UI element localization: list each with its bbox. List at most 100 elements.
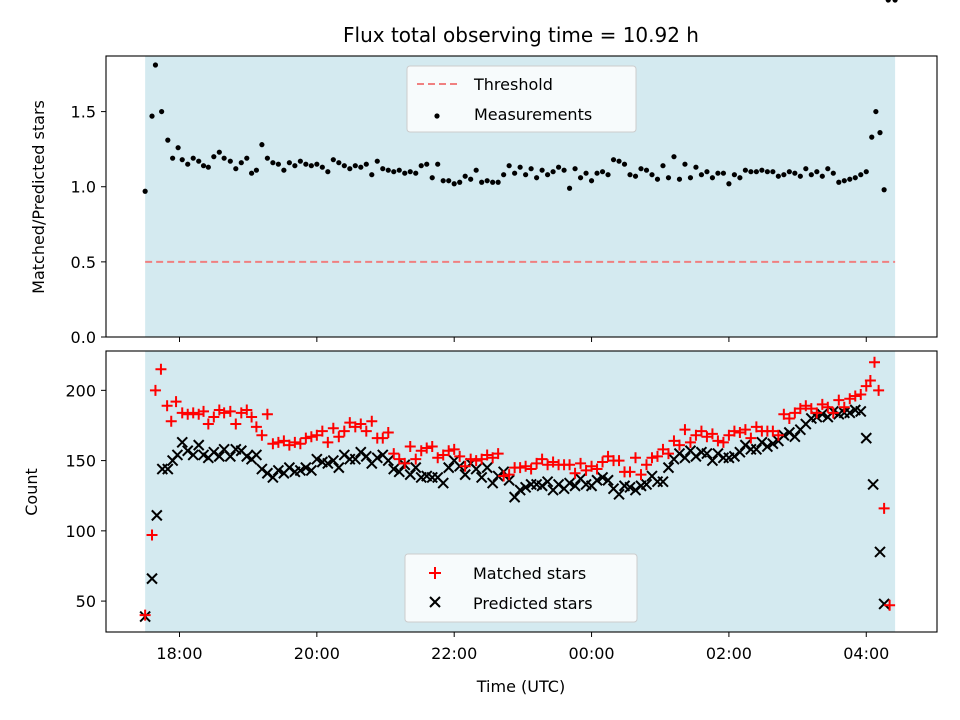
matched-star-point bbox=[182, 408, 194, 420]
measurement-point bbox=[244, 155, 250, 161]
measurement-point bbox=[253, 167, 260, 173]
measurement-point bbox=[748, 169, 754, 175]
predicted-star-point bbox=[437, 477, 449, 489]
predicted-star-point bbox=[193, 439, 205, 451]
matched-star-point bbox=[822, 401, 834, 413]
predicted-star-point bbox=[459, 468, 471, 481]
predicted-star-point bbox=[470, 463, 482, 475]
measurement-point bbox=[385, 167, 391, 173]
matched-star-point bbox=[651, 450, 663, 462]
matched-star-point bbox=[498, 470, 510, 482]
measurement-point bbox=[233, 166, 239, 172]
measurement-point bbox=[781, 172, 787, 178]
matched-legend-label: Matched stars bbox=[473, 564, 586, 583]
measurement-point bbox=[330, 157, 336, 163]
measurement-point bbox=[873, 108, 879, 115]
measurement-point bbox=[770, 169, 776, 175]
matched-star-point bbox=[878, 502, 890, 514]
predicted-star-point bbox=[393, 466, 405, 478]
matched-star-point bbox=[410, 453, 422, 465]
measurement-point bbox=[216, 149, 222, 155]
measurement-point bbox=[797, 173, 803, 179]
measurement-point bbox=[539, 167, 545, 173]
measurement-point bbox=[424, 161, 430, 167]
matched-star-point bbox=[360, 425, 372, 437]
matched-star-point bbox=[294, 438, 306, 450]
predicted-star-point bbox=[816, 408, 829, 420]
measurement-point bbox=[858, 172, 864, 178]
matched-star-point bbox=[884, 599, 896, 611]
measurement-point bbox=[165, 137, 171, 143]
measurement-point bbox=[892, 0, 898, 3]
measurement-point bbox=[841, 178, 847, 184]
matched-star-point bbox=[305, 431, 317, 443]
measurement-point bbox=[726, 181, 732, 187]
matched-star-point bbox=[448, 443, 460, 455]
matched-star-points bbox=[140, 357, 896, 621]
measurement-point bbox=[885, 0, 891, 3]
counts-y-axis-label: Count bbox=[22, 468, 41, 516]
measurement-point bbox=[814, 169, 820, 175]
measurement-point bbox=[825, 166, 831, 172]
matched-star-point bbox=[230, 418, 242, 430]
measurement-point bbox=[462, 173, 468, 179]
measurement-point bbox=[479, 179, 485, 185]
measurement-point bbox=[737, 175, 743, 181]
measurement-point bbox=[836, 179, 842, 185]
ratio-legend: Threshold Measurements bbox=[406, 65, 637, 133]
predicted-star-point bbox=[322, 457, 334, 470]
matched-star-point bbox=[613, 455, 625, 467]
matched-star-point bbox=[241, 404, 253, 416]
measurement-point bbox=[512, 170, 518, 176]
matched-star-point bbox=[717, 436, 729, 448]
matched-star-point bbox=[454, 450, 466, 462]
x-tick-label: 04:00 bbox=[843, 644, 889, 663]
measurement-point bbox=[308, 163, 314, 169]
matched-star-point bbox=[739, 424, 751, 436]
measurement-point bbox=[830, 170, 836, 176]
counts-panel: 50 100 150 200 18:00 20:00 22:00 00:00 02:00 04:… bbox=[22, 351, 938, 696]
measurement-point bbox=[200, 163, 207, 169]
measurement-point bbox=[599, 169, 606, 175]
matched-legend-swatch bbox=[429, 567, 441, 579]
measurement-point bbox=[440, 178, 446, 184]
measurement-point bbox=[341, 163, 347, 169]
measurement-point bbox=[528, 166, 534, 172]
measurement-point bbox=[621, 161, 628, 167]
measurement-point bbox=[185, 161, 191, 167]
matched-star-point bbox=[165, 415, 177, 427]
measurement-point bbox=[396, 167, 402, 173]
predicted-star-point bbox=[844, 407, 856, 419]
matched-star-point bbox=[421, 442, 433, 454]
measurement-point bbox=[566, 185, 573, 191]
matched-star-point bbox=[355, 418, 367, 430]
predicted-star-point bbox=[162, 463, 174, 475]
measurement-point bbox=[715, 170, 721, 176]
measurement-point bbox=[435, 161, 441, 167]
measurement-point bbox=[803, 166, 809, 172]
matched-star-point bbox=[300, 432, 312, 444]
measurement-point bbox=[402, 170, 408, 176]
x-tick-label: 20:00 bbox=[294, 644, 340, 663]
predicted-star-point bbox=[508, 491, 521, 503]
measurement-point bbox=[517, 164, 523, 170]
counts-legend: Matched stars Predicted stars bbox=[404, 553, 638, 623]
measurement-point bbox=[698, 172, 705, 178]
measurement-point bbox=[484, 178, 490, 184]
matched-star-point bbox=[855, 389, 867, 401]
measurement-point bbox=[555, 164, 562, 170]
measurement-point bbox=[275, 161, 281, 167]
ratio-y-tick-label: 0.5 bbox=[71, 253, 96, 272]
predicted-star-point bbox=[349, 453, 362, 465]
predicted-star-point bbox=[514, 484, 526, 496]
measurement-point bbox=[319, 164, 325, 170]
ratio-axes-frame bbox=[105, 55, 938, 338]
measurement-point bbox=[391, 169, 397, 175]
predicted-star-point bbox=[371, 452, 383, 464]
measurement-point bbox=[775, 173, 781, 179]
predicted-star-point bbox=[404, 468, 416, 481]
measurement-point bbox=[179, 157, 185, 163]
measurement-point bbox=[610, 157, 617, 163]
measurement-point bbox=[709, 175, 716, 181]
measurement-point bbox=[632, 173, 639, 179]
